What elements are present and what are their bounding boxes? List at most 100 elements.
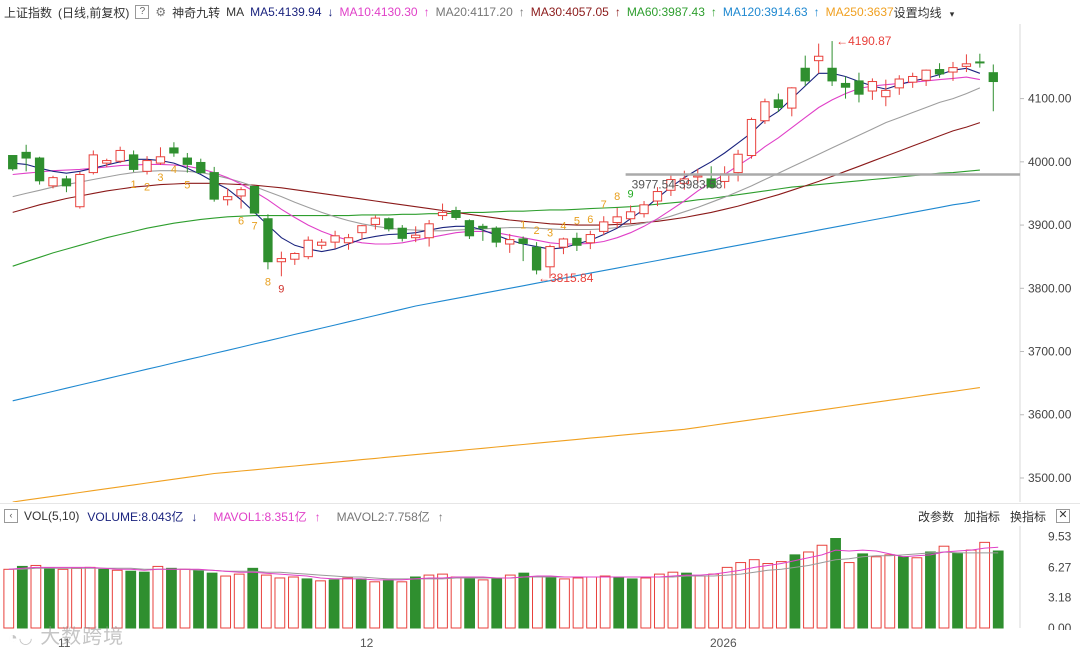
- volume-bar-up: [965, 549, 977, 629]
- candle: [787, 87, 797, 117]
- volume-bar-up: [884, 554, 896, 629]
- candlestick-chart[interactable]: 4100.00 4000.00 3900.00 3800.00 3700.00 3600.…: [0, 24, 1080, 502]
- volume-toolbar: 改参数 加指标 换指标 ✕: [908, 506, 1070, 526]
- volume-bar-down: [626, 578, 638, 629]
- adjust-mode[interactable]: (日线,前复权): [58, 5, 130, 20]
- help-icon[interactable]: ?: [135, 5, 150, 19]
- volume-bar-up: [667, 571, 679, 629]
- volume-bar-up: [30, 564, 42, 629]
- candle: [773, 93, 784, 112]
- candle-body-up: [236, 189, 246, 197]
- volume-bar-up: [816, 544, 828, 629]
- candle: [128, 150, 139, 172]
- volume-bar-up: [653, 573, 665, 629]
- candle-body-up: [599, 221, 609, 232]
- gear-icon[interactable]: ⚙: [155, 5, 167, 19]
- candle: [975, 53, 985, 68]
- candle: [209, 166, 219, 202]
- candle-body-down: [169, 147, 179, 154]
- td-count-label: 5: [574, 216, 580, 228]
- volume-bar-up: [369, 581, 381, 629]
- candle-body-up: [961, 63, 972, 67]
- candle: [169, 142, 179, 157]
- y-tick-label: 3800.00: [1028, 281, 1072, 295]
- candle-body-down: [840, 82, 851, 88]
- switch-indicator-button[interactable]: 换指标: [1009, 509, 1046, 524]
- candle-body-up: [585, 234, 595, 244]
- candle: [437, 203, 448, 221]
- candle: [397, 225, 407, 242]
- volume-bar-up: [288, 576, 299, 629]
- td-count-label: 3: [157, 172, 163, 184]
- volume-bar-down: [925, 551, 936, 629]
- candle-body-up: [813, 55, 824, 62]
- y-tick-label: 4100.00: [1028, 92, 1072, 106]
- volume-bar-up: [342, 577, 354, 629]
- td-count-label: 1: [520, 219, 526, 231]
- volume-bar-up: [586, 576, 597, 629]
- volume-bar-up: [640, 577, 652, 629]
- candle-body-up: [666, 179, 676, 191]
- candle: [290, 252, 300, 265]
- candle-body-up: [894, 78, 904, 89]
- volume-bar-up: [152, 565, 164, 629]
- volume-bar-down: [301, 578, 313, 629]
- candle: [424, 220, 434, 247]
- candle: [303, 236, 313, 260]
- volume-bar-up: [870, 556, 882, 629]
- volume-bar-down: [897, 556, 909, 629]
- volume-chart[interactable]: 9.53 6.27 3.18 0.00: [0, 504, 1080, 630]
- candle: [934, 63, 945, 78]
- candle: [827, 41, 837, 86]
- volume-bar-down: [193, 569, 204, 629]
- candle: [21, 144, 31, 172]
- td-count-label: 7: [601, 199, 607, 211]
- candle: [316, 238, 327, 250]
- candle: [411, 226, 421, 243]
- td-count-label: 9: [278, 283, 284, 295]
- candle: [196, 158, 206, 174]
- volume-bar-up: [938, 545, 950, 629]
- candle: [61, 175, 72, 193]
- close-icon[interactable]: ✕: [1056, 509, 1070, 523]
- candle: [948, 61, 958, 81]
- volume-bar-up: [423, 574, 435, 629]
- candle-body-up: [948, 67, 958, 73]
- candle-body-up: [424, 223, 434, 239]
- volume-bar-down: [830, 538, 841, 629]
- candle: [518, 236, 528, 262]
- y-tick-label: 3600.00: [1028, 408, 1072, 422]
- volume-bar-down: [491, 578, 503, 629]
- candle: [625, 205, 636, 224]
- indicator-name[interactable]: 神奇九转: [172, 5, 221, 20]
- volume-bar-down: [382, 579, 394, 629]
- candle-body-up: [343, 237, 354, 244]
- low-annotation-label: ←3815.84: [538, 271, 594, 285]
- candle-body-up: [48, 177, 58, 187]
- candle-body-down: [988, 72, 998, 83]
- mavol2-value: MAVOL2:7.758亿 ↑: [336, 509, 444, 524]
- volume-bar-down: [410, 576, 421, 629]
- candle: [451, 206, 461, 221]
- candle-body-up: [303, 239, 313, 258]
- volume-bar-up: [532, 576, 543, 629]
- collapse-icon[interactable]: ‹: [4, 509, 18, 523]
- candle-body-up: [330, 235, 340, 243]
- candle: [370, 215, 381, 230]
- change-params-button[interactable]: 改参数: [917, 509, 954, 524]
- candle-body-down: [572, 237, 582, 246]
- candle: [330, 230, 340, 249]
- volume-bar-up: [437, 573, 448, 629]
- y-tick-label: 3700.00: [1028, 345, 1072, 359]
- volume-bar-down: [247, 567, 259, 629]
- volume-bar-up: [721, 566, 733, 629]
- ma-label: MA: [226, 5, 245, 19]
- x-label-11: 11: [58, 636, 71, 650]
- vol-title: VOL(5,10): [24, 509, 80, 523]
- candle-body-down: [128, 154, 139, 170]
- candle: [558, 237, 569, 255]
- volume-bar-down: [464, 577, 475, 629]
- ma-settings-button[interactable]: 设置均线 ▾: [893, 5, 955, 20]
- add-indicator-button[interactable]: 加指标: [963, 509, 1000, 524]
- candle-body-up: [290, 253, 300, 260]
